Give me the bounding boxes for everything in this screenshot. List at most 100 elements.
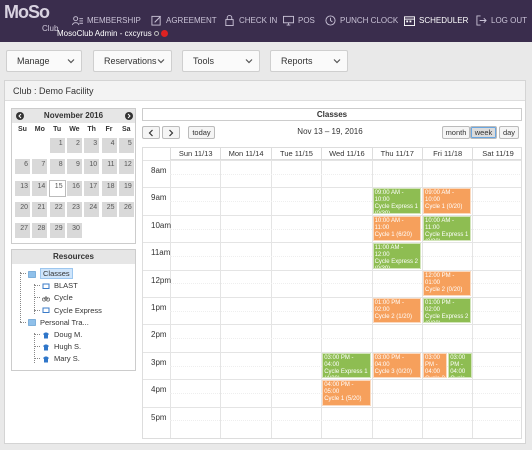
menu-reservations[interactable]: Reservations bbox=[93, 50, 172, 72]
prev-week-button[interactable] bbox=[142, 126, 160, 139]
day-cell[interactable]: 6 bbox=[14, 158, 31, 176]
day-cell[interactable]: 22 bbox=[48, 200, 66, 218]
day-cell[interactable]: 7 bbox=[31, 158, 49, 176]
resources-panel: Resources Classes BLAST Cycle Cycle Express… bbox=[11, 249, 136, 371]
day-cell[interactable]: 26 bbox=[117, 200, 135, 218]
tree-item-blast[interactable]: BLAST bbox=[42, 280, 78, 291]
tree-item-personal-tra[interactable]: Personal Tra... bbox=[28, 317, 89, 328]
day-cell[interactable]: 29 bbox=[48, 222, 66, 240]
event-title: Cycle Express 1 (0/30) bbox=[425, 231, 469, 240]
week-grid: Sun 11/13 Mon 11/14 Tue 11/15 Wed 11/16 Thu … bbox=[142, 147, 522, 439]
nav-scheduler[interactable]: SCHEDULER bbox=[404, 13, 468, 27]
event-time: 03:00 PM - 04:00 bbox=[450, 354, 466, 375]
day-cell[interactable]: 12 bbox=[117, 158, 135, 176]
menu-manage[interactable]: Manage bbox=[6, 50, 82, 72]
user-info[interactable]: MosoClub Admin - cxcyrus bbox=[57, 29, 168, 38]
chevron-down-icon bbox=[157, 59, 165, 64]
tree-item-label: Hugh S. bbox=[54, 342, 82, 352]
view-day-button[interactable]: day bbox=[499, 126, 519, 139]
next-month-button[interactable] bbox=[125, 112, 133, 120]
day-cell[interactable]: 14 bbox=[31, 179, 49, 197]
day-column[interactable] bbox=[422, 160, 423, 438]
day-cell[interactable]: 9 bbox=[65, 158, 83, 176]
nav-log-out[interactable]: LOG OUT bbox=[476, 13, 527, 27]
nav-pos[interactable]: POS bbox=[283, 13, 315, 27]
day-column[interactable] bbox=[371, 160, 373, 438]
day-column[interactable] bbox=[321, 160, 323, 438]
day-cell[interactable]: 30 bbox=[65, 222, 83, 240]
calendar-event[interactable]: 04:00 PM - 05:00 Cycle 1 (5/20) bbox=[322, 380, 371, 406]
menu-tools[interactable]: Tools bbox=[182, 50, 260, 72]
view-week-button[interactable]: week bbox=[470, 126, 497, 139]
resources-header: Resources bbox=[12, 250, 135, 264]
half-hour-row bbox=[170, 228, 521, 230]
day-cell[interactable]: 13 bbox=[14, 179, 31, 197]
day-column[interactable] bbox=[472, 160, 474, 438]
day-cell[interactable]: 27 bbox=[14, 222, 31, 240]
day-cell[interactable]: 11 bbox=[100, 158, 118, 176]
nav-membership[interactable]: MEMBERSHIP bbox=[72, 13, 141, 27]
half-hour-row bbox=[170, 420, 521, 422]
bike-express-icon bbox=[42, 307, 50, 314]
nav-agreement[interactable]: AGREEMENT bbox=[151, 13, 217, 27]
day-header: Mon 11/14 bbox=[220, 148, 271, 160]
alert-icon[interactable] bbox=[160, 30, 168, 37]
calendar-event[interactable]: 10:00 AM - 11:00 Cycle 1 (6/20) bbox=[372, 215, 421, 242]
day-column[interactable] bbox=[270, 160, 272, 438]
calendar-event[interactable]: 12:00 PM - 01:00 Cycle 2 (0/20) bbox=[423, 270, 472, 296]
logo[interactable]: MoSo Club bbox=[4, 3, 64, 36]
day-cell[interactable]: 4 bbox=[100, 137, 118, 154]
day-cell[interactable]: 5 bbox=[117, 137, 135, 154]
chevron-right-icon bbox=[169, 129, 174, 137]
day-cell[interactable]: 23 bbox=[65, 200, 83, 218]
hour-row bbox=[143, 324, 521, 326]
day-column[interactable] bbox=[220, 160, 222, 438]
settings-icon[interactable] bbox=[153, 31, 159, 36]
day-header: Wed 11/16 bbox=[321, 148, 372, 160]
tree-item-classes[interactable]: Classes bbox=[28, 268, 73, 279]
view-month-button[interactable]: month bbox=[442, 126, 470, 139]
prev-month-button[interactable] bbox=[16, 112, 24, 120]
day-cell[interactable]: 21 bbox=[31, 200, 49, 218]
tree-item-hugh-s[interactable]: Hugh S. bbox=[42, 341, 81, 352]
day-column[interactable] bbox=[170, 160, 171, 438]
day-cell[interactable]: 15 bbox=[48, 179, 66, 197]
day-cell[interactable]: 3 bbox=[83, 137, 101, 154]
day-cell[interactable]: 8 bbox=[48, 158, 66, 176]
calendar-event[interactable]: 01:00 PM - 02:00 Cycle 2 (1/20) bbox=[372, 298, 421, 324]
day-cell[interactable]: 10 bbox=[83, 158, 101, 176]
day-cell[interactable]: 28 bbox=[31, 222, 49, 240]
nav-check-in[interactable]: CHECK IN bbox=[224, 13, 277, 27]
today-button[interactable]: today bbox=[188, 126, 215, 139]
day-cell[interactable]: 17 bbox=[83, 179, 101, 197]
day-cell[interactable]: 19 bbox=[117, 179, 135, 197]
hour-label: 9am bbox=[151, 193, 167, 203]
event-time: 10:00 AM - 11:00 bbox=[374, 217, 404, 231]
day-cell[interactable]: 2 bbox=[65, 137, 83, 154]
day-cell[interactable]: 25 bbox=[100, 200, 118, 218]
day-cell[interactable]: 16 bbox=[65, 179, 83, 197]
tree-item-cycle-express[interactable]: Cycle Express bbox=[42, 305, 102, 316]
tree-item-mary-s[interactable]: Mary S. bbox=[42, 353, 80, 364]
day-cell[interactable]: 20 bbox=[14, 200, 31, 218]
event-title: Cycle Express 1 (4/30) bbox=[324, 368, 368, 377]
day-cell[interactable]: 1 bbox=[48, 137, 66, 154]
day-cell[interactable]: 18 bbox=[100, 179, 118, 197]
tree-item-doug-m[interactable]: Doug M. bbox=[42, 329, 82, 340]
nav-punch-clock[interactable]: PUNCH CLOCK bbox=[325, 13, 398, 27]
menu-reports[interactable]: Reports bbox=[270, 50, 348, 72]
calendar-event[interactable]: 09:00 AM - 10:00 Cycle 1 (0/20) bbox=[423, 188, 472, 214]
day-cell[interactable]: 24 bbox=[83, 200, 101, 218]
next-week-button[interactable] bbox=[162, 126, 180, 139]
tree-item-cycle[interactable]: Cycle bbox=[42, 292, 73, 303]
half-hour-row bbox=[170, 201, 521, 203]
user-name: MosoClub Admin - cxcyrus bbox=[57, 29, 152, 38]
